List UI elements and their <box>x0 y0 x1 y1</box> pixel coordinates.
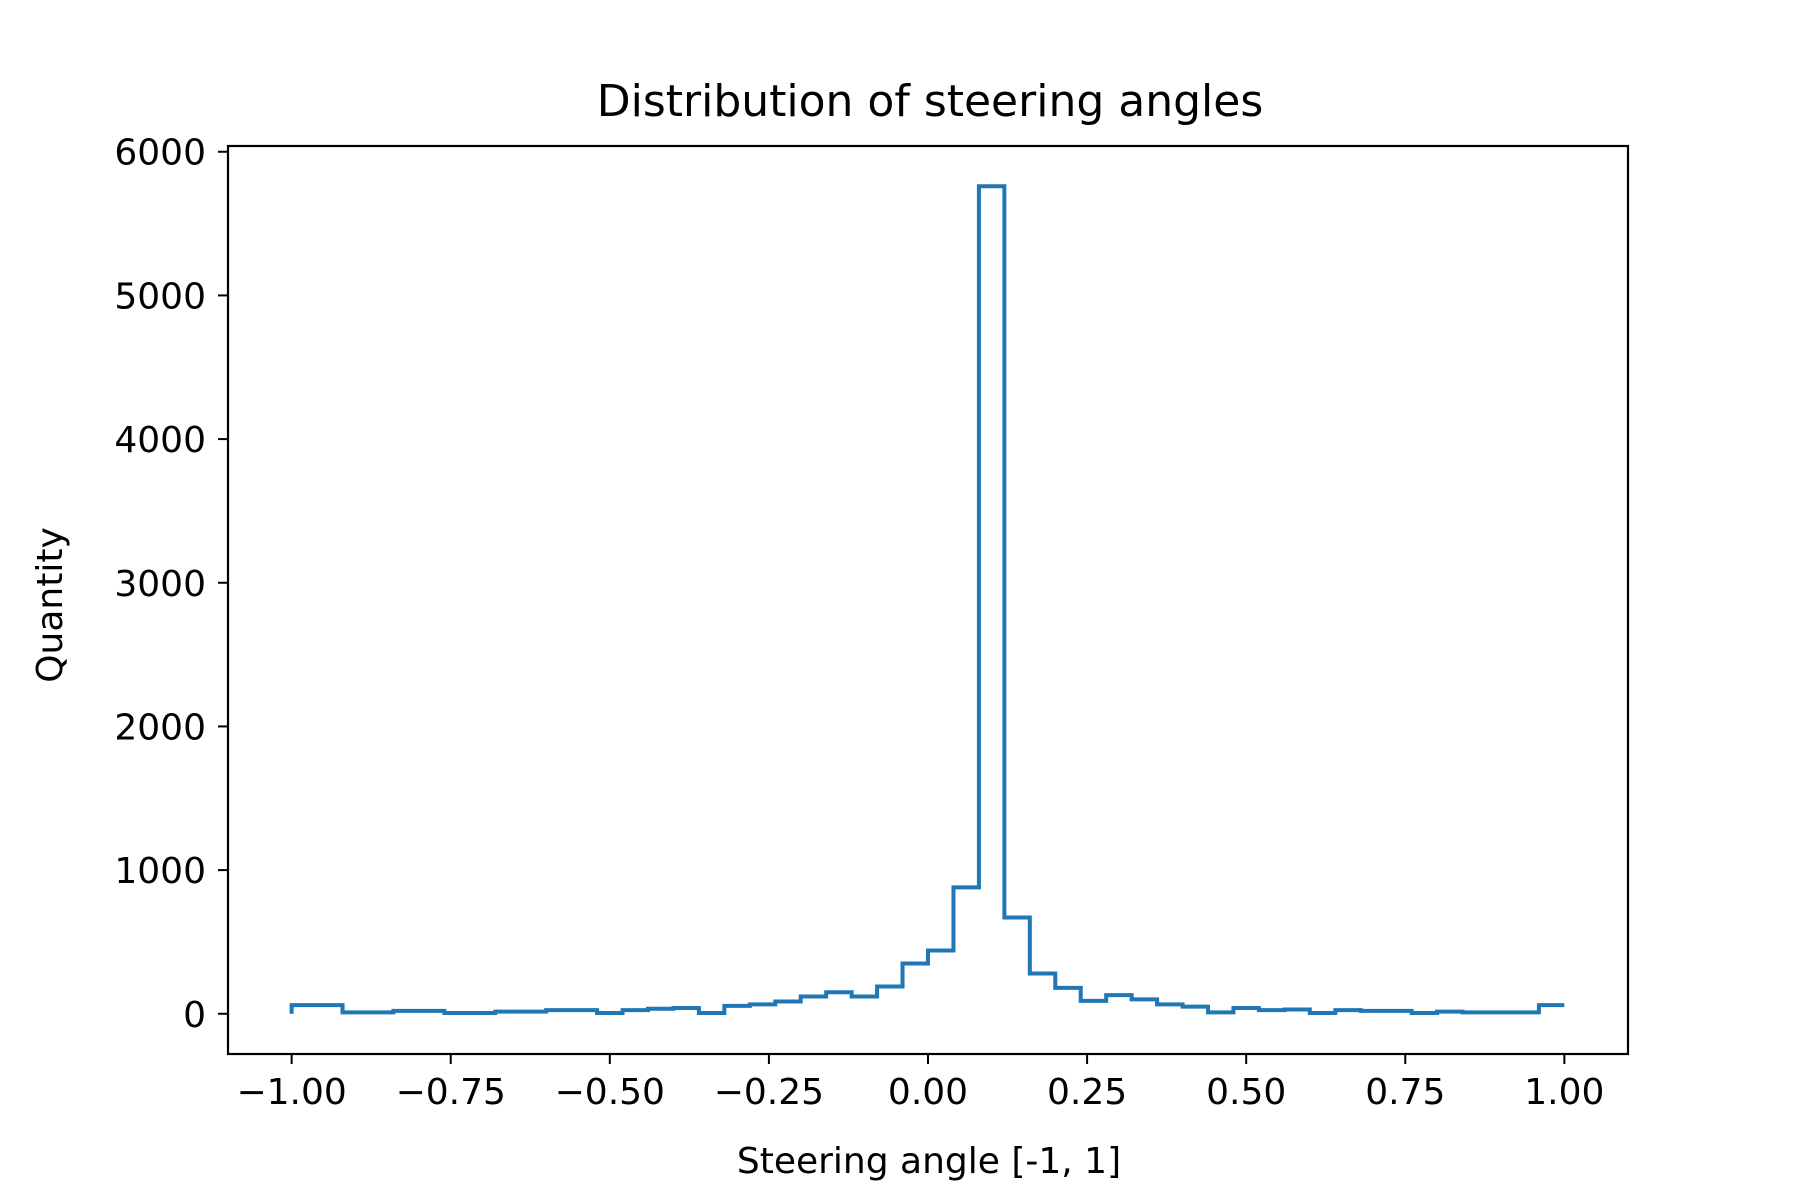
x-tick-label: 0.50 <box>1206 1072 1286 1113</box>
chart-title: Distribution of steering angles <box>597 76 1264 127</box>
y-tick-label: 5000 <box>114 276 206 317</box>
x-tick-label: 0.00 <box>888 1072 968 1113</box>
x-tick-label: −0.50 <box>555 1072 665 1113</box>
y-axis-label: Quantity <box>30 527 71 683</box>
y-tick-label: 0 <box>183 995 206 1036</box>
x-axis-label: Steering angle [-1, 1] <box>737 1141 1121 1182</box>
x-tick-label: 0.75 <box>1365 1072 1445 1113</box>
x-tick-label: −0.75 <box>396 1072 506 1113</box>
histogram-step-line <box>289 184 1565 1016</box>
y-tick-label: 4000 <box>114 420 206 461</box>
y-tick-label: 6000 <box>114 133 206 174</box>
axes-frame <box>226 144 1630 1056</box>
y-tick-label: 2000 <box>114 707 206 748</box>
y-tick-label: 3000 <box>114 564 206 605</box>
x-tick-label: 0.25 <box>1047 1072 1127 1113</box>
x-tick-label: −1.00 <box>236 1072 346 1113</box>
plot-area <box>226 144 1630 1056</box>
x-tick-label: −0.25 <box>714 1072 824 1113</box>
y-axis: 0 1000 2000 3000 4000 5000 6000 <box>114 133 228 1036</box>
y-tick-label: 1000 <box>114 851 206 892</box>
x-axis: −1.00 −0.75 −0.50 −0.25 0.00 0.25 0.50 0.75 1.00 <box>236 1054 1604 1113</box>
x-tick-label: 1.00 <box>1524 1072 1604 1113</box>
